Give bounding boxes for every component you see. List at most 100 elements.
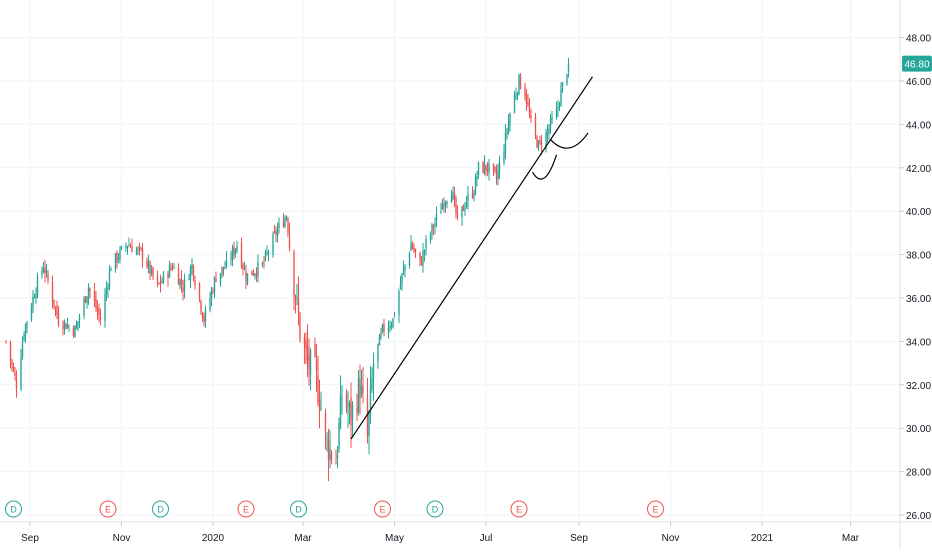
candle-body[interactable] [296, 293, 298, 295]
candle-body[interactable] [474, 176, 477, 195]
candle-body[interactable] [57, 313, 60, 325]
candle-body[interactable] [503, 151, 505, 164]
candle-body[interactable] [129, 246, 132, 248]
candle-body[interactable] [128, 245, 130, 247]
candle-body[interactable] [224, 267, 226, 269]
candle-body[interactable] [284, 218, 286, 228]
candle-body[interactable] [110, 269, 112, 271]
candle-body[interactable] [303, 337, 306, 346]
candle-body[interactable] [282, 221, 285, 227]
candle-body[interactable] [516, 92, 519, 96]
candle-body[interactable] [5, 341, 7, 343]
candle-body[interactable] [15, 378, 18, 390]
candle-body[interactable] [338, 422, 340, 450]
candle-body[interactable] [414, 249, 417, 253]
candle-body[interactable] [378, 334, 381, 346]
candle-body[interactable] [443, 204, 445, 208]
candle-body[interactable] [461, 206, 463, 218]
candle-body[interactable] [75, 324, 78, 329]
candle-body[interactable] [423, 250, 426, 254]
candle-body[interactable] [32, 296, 34, 308]
candle-body[interactable] [473, 194, 475, 197]
candle-body[interactable] [56, 305, 58, 315]
candle-body[interactable] [383, 323, 385, 332]
candle-body[interactable] [548, 128, 550, 133]
candle-body[interactable] [107, 287, 109, 290]
candle-body[interactable] [188, 279, 190, 281]
candle-body[interactable] [335, 463, 337, 465]
candle-body[interactable] [42, 268, 45, 272]
candle-body[interactable] [350, 397, 352, 426]
candle-body[interactable] [525, 94, 528, 105]
candle-body[interactable] [327, 438, 330, 461]
candle-body[interactable] [513, 95, 516, 113]
candle-body[interactable] [432, 226, 435, 228]
candle-body[interactable] [219, 273, 222, 283]
candle-body[interactable] [84, 296, 87, 303]
candle-body[interactable] [96, 307, 99, 312]
candle-body[interactable] [293, 251, 295, 297]
candle-body[interactable] [152, 267, 154, 277]
earnings-marker[interactable] [237, 500, 255, 518]
candle-body[interactable] [26, 321, 28, 326]
candle-body[interactable] [347, 409, 349, 411]
candle-body[interactable] [485, 164, 487, 171]
candle-body[interactable] [167, 273, 169, 279]
candle-body[interactable] [62, 326, 64, 330]
candle-body[interactable] [393, 315, 396, 317]
candle-body[interactable] [114, 253, 117, 270]
candle-body[interactable] [264, 251, 267, 260]
candle-body[interactable] [47, 272, 49, 281]
candle-body[interactable] [20, 357, 22, 390]
candle-body[interactable] [464, 208, 466, 210]
candle-body[interactable] [12, 367, 15, 371]
candle-body[interactable] [345, 393, 348, 410]
candle-body[interactable] [348, 402, 351, 408]
candle-body[interactable] [149, 261, 151, 274]
candle-body[interactable] [230, 258, 232, 260]
candle-body[interactable] [231, 248, 234, 260]
candle-body[interactable] [371, 377, 373, 389]
candle-body[interactable] [341, 398, 343, 400]
arc-drawing[interactable] [531, 154, 558, 180]
candle-body[interactable] [171, 268, 174, 270]
candle-body[interactable] [357, 377, 360, 413]
candle-body[interactable] [440, 211, 442, 214]
candle-body[interactable] [159, 281, 162, 285]
candle-body[interactable] [381, 324, 384, 331]
candle-body[interactable] [305, 340, 307, 349]
candle-body[interactable] [515, 94, 517, 98]
candle-body[interactable] [150, 267, 153, 274]
candle-body[interactable] [299, 313, 301, 340]
candle-body[interactable] [527, 102, 529, 106]
candle-body[interactable] [189, 267, 192, 280]
candle-body[interactable] [555, 109, 558, 118]
candle-body[interactable] [387, 327, 390, 335]
candle-body[interactable] [372, 363, 375, 379]
candle-body[interactable] [138, 245, 141, 248]
drawings[interactable] [350, 76, 593, 440]
candle-body[interactable] [275, 231, 277, 236]
candle-body[interactable] [242, 264, 244, 269]
candle-body[interactable] [21, 342, 24, 358]
candle-body[interactable] [462, 205, 465, 212]
candle-body[interactable] [530, 115, 532, 119]
candle-body[interactable] [441, 204, 444, 210]
time-axis[interactable]: Sep Nov 2020 Mar May Jul Sep Nov 2021 Mar [21, 522, 860, 544]
candle-body[interactable] [180, 278, 183, 285]
candle-body[interactable] [401, 273, 403, 283]
candle-body[interactable] [233, 246, 235, 255]
candle-body[interactable] [137, 248, 139, 250]
candle-body[interactable] [65, 323, 67, 330]
candle-body[interactable] [506, 131, 508, 133]
candle-body[interactable] [339, 394, 342, 428]
candle-body[interactable] [170, 267, 172, 269]
arc-drawing[interactable] [550, 132, 589, 149]
candle-body[interactable] [263, 261, 265, 263]
candle-body[interactable] [408, 252, 411, 266]
candle-body[interactable] [158, 283, 160, 285]
candle-body[interactable] [315, 359, 318, 371]
candle-body[interactable] [434, 222, 436, 227]
candle-body[interactable] [476, 176, 478, 180]
candle-body[interactable] [471, 192, 474, 198]
